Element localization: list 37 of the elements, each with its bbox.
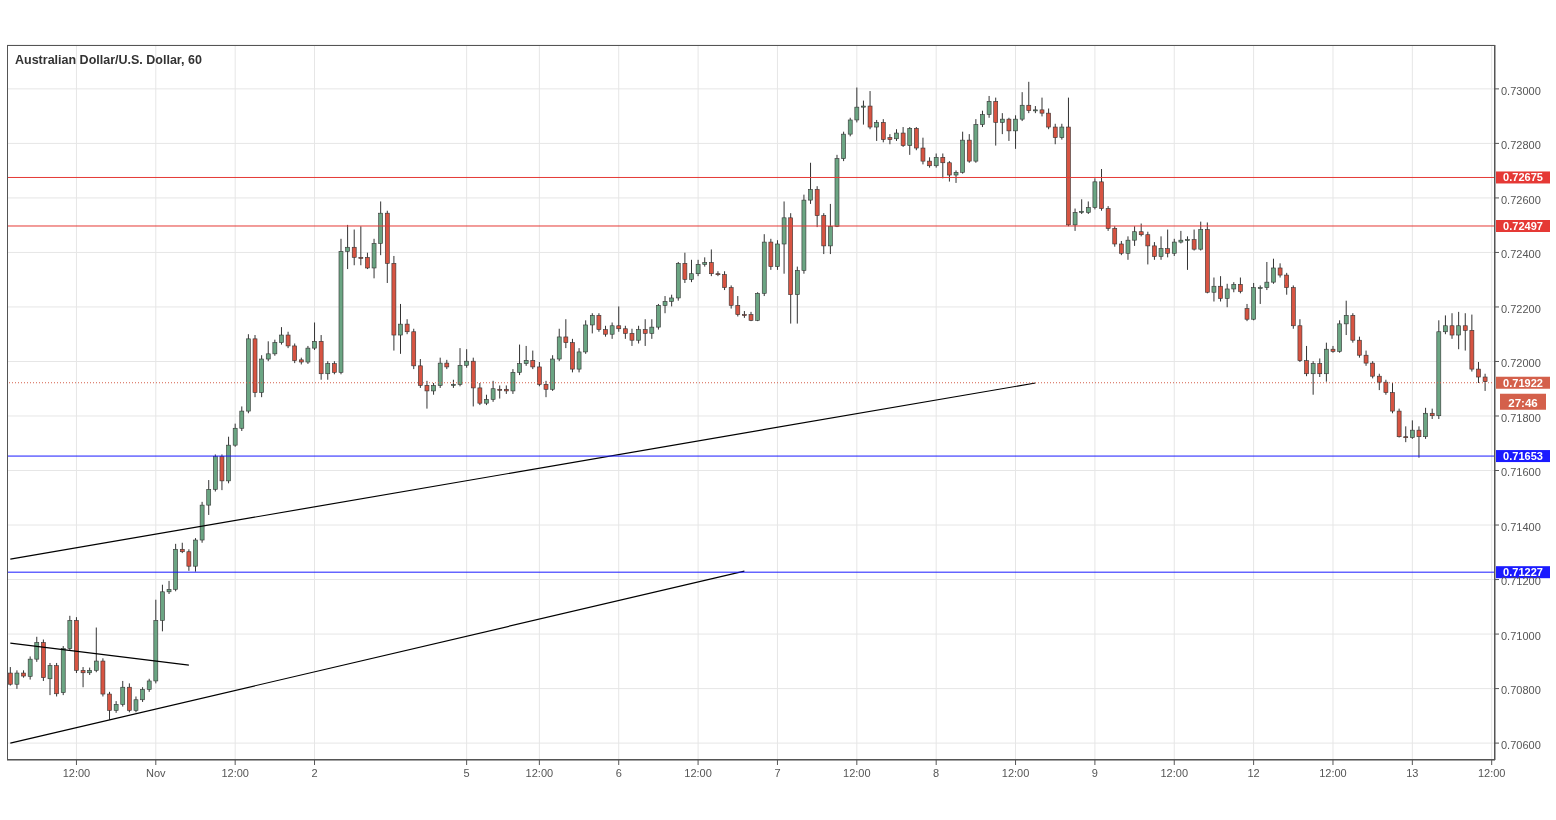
x-tick-label: 13 (1406, 767, 1419, 779)
y-tick-label: 0.73000 (1501, 84, 1541, 97)
x-tick-label: 12 (1247, 767, 1260, 779)
x-tick-label: 12:00 (1477, 767, 1506, 779)
x-tick-label: 12:00 (221, 767, 249, 779)
y-tick-label: 0.72000 (1501, 357, 1541, 370)
ref-line-label: 0.72497 (1503, 220, 1543, 232)
x-tick-label: 12:00 (1001, 767, 1030, 779)
x-tick-label: 12:00 (525, 767, 554, 779)
x-tick-label: 12:00 (1160, 767, 1189, 779)
x-tick-label: 12:00 (1319, 767, 1347, 779)
x-tick-label: 6 (615, 767, 622, 779)
ref-line-label: 0.72675 (1503, 171, 1543, 184)
ref-line-label: 0.71653 (1503, 450, 1543, 463)
y-tick-label: 0.72800 (1501, 139, 1541, 152)
x-tick-label: 5 (463, 767, 470, 779)
x-tick-label: 12:00 (843, 767, 871, 779)
y-tick-label: 0.70800 (1501, 684, 1541, 697)
text: Australian Dollar/U.S. Dollar, 60 (15, 53, 202, 67)
x-tick-label: 9 (1091, 767, 1098, 779)
y-tick-label: 0.72200 (1501, 302, 1541, 315)
x-tick-label: Nov (146, 767, 167, 779)
ref-line-label: 0.71922 (1503, 376, 1543, 389)
x-tick-label: 7 (774, 767, 781, 779)
x-tick-label: 12:00 (62, 767, 91, 779)
y-tick-label: 0.72600 (1501, 193, 1541, 206)
x-tick-label: 2 (311, 767, 318, 779)
y-tick-label: 0.71400 (1501, 520, 1541, 533)
y-tick-label: 0.71000 (1501, 629, 1541, 642)
x-tick-label: 8 (933, 767, 940, 779)
x-tick-label: 12:00 (684, 767, 712, 779)
y-tick-label: 0.70600 (1501, 739, 1541, 751)
text: 27:46 (1508, 396, 1538, 409)
y-tick-label: 0.71600 (1501, 466, 1541, 479)
candlestick (828, 203, 833, 255)
y-tick-label: 0.72400 (1501, 248, 1541, 261)
y-tick-label: 0.71800 (1501, 411, 1541, 424)
